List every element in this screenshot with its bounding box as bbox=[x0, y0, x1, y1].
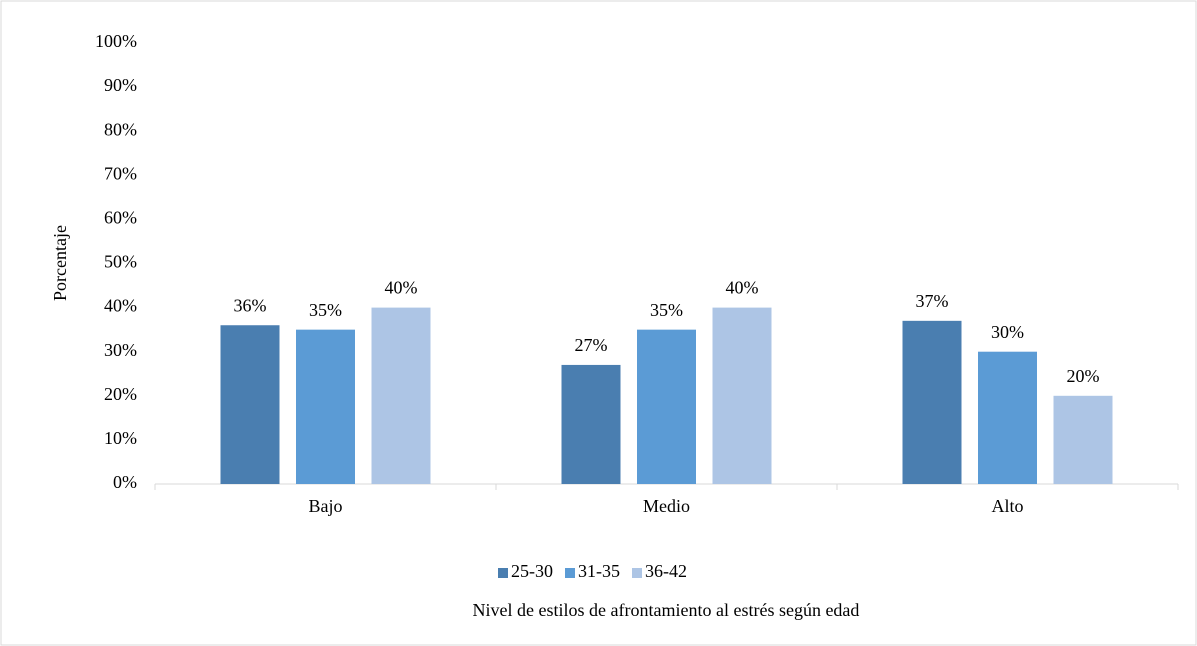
data-label: 36% bbox=[234, 295, 267, 315]
x-tick-label: Alto bbox=[991, 496, 1023, 516]
bar bbox=[561, 364, 621, 484]
bar bbox=[637, 329, 696, 484]
x-tick-label: Medio bbox=[643, 496, 690, 516]
bar bbox=[978, 351, 1037, 484]
y-tick-label: 90% bbox=[104, 75, 137, 95]
chart-title: Nivel de estilos de afrontamiento al est… bbox=[473, 600, 860, 620]
legend-label: 36-42 bbox=[645, 561, 687, 581]
data-label: 20% bbox=[1067, 366, 1100, 386]
y-axis-label: Porcentaje bbox=[50, 225, 70, 301]
data-label: 27% bbox=[575, 335, 608, 355]
y-tick-label: 30% bbox=[104, 340, 137, 360]
bar bbox=[902, 320, 962, 484]
bar bbox=[220, 325, 280, 484]
y-tick-label: 10% bbox=[104, 428, 137, 448]
y-tick-label: 80% bbox=[104, 119, 137, 139]
bar bbox=[712, 307, 772, 484]
data-label: 40% bbox=[385, 278, 418, 298]
y-tick-label: 20% bbox=[104, 384, 137, 404]
legend-label: 25-30 bbox=[511, 561, 553, 581]
y-tick-label: 0% bbox=[113, 472, 137, 492]
data-label: 40% bbox=[726, 278, 759, 298]
bar bbox=[1053, 395, 1113, 484]
legend-swatch bbox=[632, 568, 642, 578]
legend-swatch bbox=[565, 568, 575, 578]
legend-label: 31-35 bbox=[578, 561, 620, 581]
y-tick-label: 100% bbox=[95, 31, 137, 51]
data-label: 30% bbox=[991, 322, 1024, 342]
y-tick-label: 40% bbox=[104, 296, 137, 316]
data-label: 37% bbox=[916, 291, 949, 311]
bar bbox=[296, 329, 355, 484]
data-label: 35% bbox=[650, 300, 683, 320]
x-tick-label: Bajo bbox=[309, 496, 343, 516]
bar bbox=[371, 307, 431, 484]
y-tick-label: 50% bbox=[104, 252, 137, 272]
y-tick-label: 60% bbox=[104, 208, 137, 228]
legend-swatch bbox=[498, 568, 508, 578]
data-label: 35% bbox=[309, 300, 342, 320]
y-tick-label: 70% bbox=[104, 163, 137, 183]
